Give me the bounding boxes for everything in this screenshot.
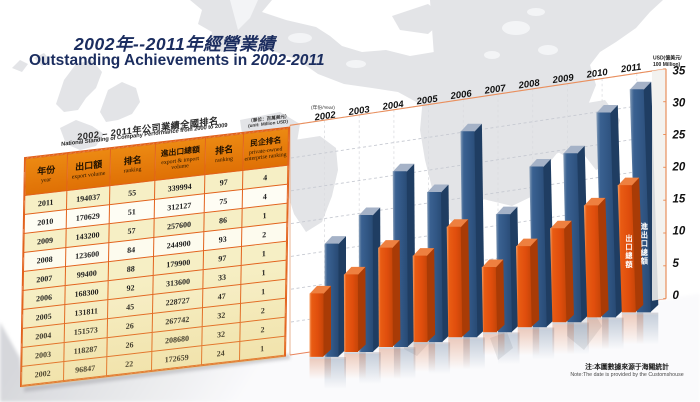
svg-text:出: 出 — [641, 231, 648, 240]
svg-text:0: 0 — [673, 290, 680, 302]
svg-text:35: 35 — [673, 66, 686, 78]
svg-text:2007: 2007 — [483, 83, 507, 97]
svg-text:進: 進 — [641, 222, 649, 231]
svg-text:總: 總 — [641, 248, 649, 257]
svg-text:5: 5 — [673, 258, 680, 270]
svg-text:2011: 2011 — [619, 62, 642, 76]
svg-text:總: 總 — [625, 251, 633, 260]
svg-text:30: 30 — [673, 98, 686, 110]
svg-text:2009: 2009 — [551, 72, 575, 86]
svg-text:口: 口 — [641, 239, 648, 248]
svg-text:2003: 2003 — [347, 104, 371, 118]
svg-text:2006: 2006 — [449, 88, 473, 102]
svg-text:10: 10 — [673, 226, 686, 238]
svg-text:2005: 2005 — [415, 94, 439, 108]
svg-text:25: 25 — [672, 130, 686, 142]
svg-text:2002: 2002 — [313, 110, 337, 124]
svg-text:2008: 2008 — [517, 78, 541, 92]
svg-text:2010: 2010 — [585, 67, 609, 81]
svg-text:(年份/Year): (年份/Year) — [311, 104, 335, 111]
svg-text:額: 額 — [640, 256, 649, 265]
svg-text:20: 20 — [672, 162, 686, 174]
svg-text:出: 出 — [625, 234, 632, 243]
svg-text:15: 15 — [673, 194, 686, 206]
svg-text:2004: 2004 — [381, 99, 405, 113]
svg-text:USD(億美元/: USD(億美元/ — [653, 55, 682, 62]
svg-text:100 Million): 100 Million) — [653, 62, 681, 68]
svg-text:額: 額 — [624, 260, 633, 269]
svg-text:口: 口 — [625, 243, 632, 252]
